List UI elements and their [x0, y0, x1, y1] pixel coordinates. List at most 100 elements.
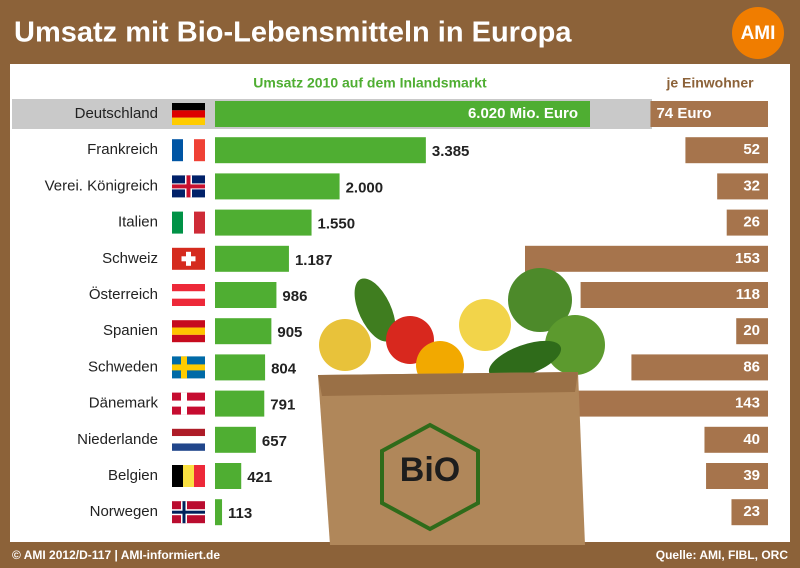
- flag: [172, 103, 205, 125]
- bar: [215, 426, 256, 453]
- value-label: 86: [743, 358, 760, 375]
- flag-part: [172, 428, 205, 437]
- flag: [172, 175, 205, 198]
- flag-part: [172, 184, 205, 189]
- value-label: 804: [271, 360, 297, 377]
- flag-part: [172, 364, 205, 371]
- flag-part: [172, 510, 205, 514]
- value-label: 905: [277, 324, 302, 341]
- category-label: Frankreich: [87, 141, 158, 158]
- logo: AMI: [741, 23, 776, 44]
- flag-part: [183, 465, 194, 487]
- bar: [215, 390, 265, 417]
- bar: [726, 209, 768, 236]
- bag: [318, 372, 585, 545]
- banana: [319, 319, 371, 371]
- value-label: 986: [282, 288, 307, 305]
- bar: [704, 426, 768, 453]
- flag: [172, 320, 205, 343]
- flag-part: [172, 117, 205, 125]
- value-label: 421: [247, 469, 272, 486]
- flag-part: [183, 139, 194, 162]
- value-label: 113: [228, 505, 252, 522]
- bar: [215, 499, 223, 526]
- category-label: Österreich: [89, 285, 158, 303]
- bar: [731, 499, 768, 526]
- bar: [215, 101, 590, 127]
- bio-seal: [380, 422, 480, 532]
- flag-part: [172, 211, 183, 234]
- flag-part: [172, 298, 205, 306]
- value-label: 40: [743, 431, 760, 448]
- bar: [215, 173, 340, 200]
- value-label: 6.020 Mio. Euro: [468, 105, 578, 122]
- category-label: Verei. Königreich: [45, 177, 158, 194]
- flag: [172, 465, 205, 487]
- value-label: 39: [743, 467, 760, 484]
- bar: [215, 245, 289, 272]
- series-header: je Einwohner: [665, 75, 754, 91]
- category-label: Italien: [118, 214, 158, 231]
- flag-part: [172, 465, 183, 487]
- lemon: [459, 299, 511, 351]
- flag: [172, 428, 205, 451]
- flag: [172, 247, 205, 270]
- flag: [172, 501, 205, 524]
- flag-part: [181, 256, 196, 262]
- bar: [631, 354, 768, 381]
- logo-badge: [732, 7, 784, 59]
- flag: [172, 139, 205, 162]
- bar: [736, 318, 768, 345]
- footer-right: Quelle: AMI, FIBL, ORC: [656, 548, 789, 562]
- footer-left: © AMI 2012/D-117 | AMI-informiert.de: [12, 548, 220, 562]
- value-label: 32: [743, 177, 760, 194]
- value-label: 20: [743, 322, 760, 339]
- category-label: Deutschland: [75, 105, 158, 122]
- flag-part: [194, 211, 205, 234]
- flag-part: [172, 103, 205, 111]
- flag-part: [194, 465, 205, 487]
- value-label: 1.550: [318, 216, 356, 233]
- category-label: Niederlande: [77, 431, 158, 448]
- bar: [215, 137, 426, 164]
- value-label: 2.000: [346, 179, 384, 196]
- flag-part: [183, 211, 194, 234]
- bar: [717, 173, 768, 200]
- value-label: 52: [743, 141, 760, 158]
- flag: [172, 392, 205, 415]
- flag-part: [172, 110, 205, 118]
- bar: [685, 137, 768, 164]
- bar: [525, 245, 768, 272]
- value-label: 23: [743, 503, 760, 520]
- flag-part: [172, 327, 205, 335]
- value-label: 3.385: [432, 143, 470, 160]
- value-label: 74 Euro: [656, 105, 711, 122]
- flag-part: [172, 284, 205, 292]
- value-label: 118: [736, 286, 760, 303]
- bag-rim: [318, 372, 578, 396]
- flag: [172, 356, 205, 379]
- flag-part: [172, 436, 205, 444]
- cucumber: [488, 340, 562, 380]
- category-label: Belgien: [108, 467, 158, 484]
- bar: [215, 209, 312, 236]
- flag-part: [172, 291, 205, 299]
- value-label: 791: [270, 397, 295, 414]
- bar: [215, 463, 242, 489]
- broccoli: [545, 315, 605, 375]
- flag-part: [194, 139, 205, 162]
- category-label: Schweiz: [102, 250, 158, 267]
- flag: [172, 284, 205, 306]
- bar: [706, 463, 768, 489]
- chart-title: Umsatz mit Bio-Lebensmitteln in Europa: [14, 17, 572, 49]
- bar: [215, 282, 277, 308]
- series-header: Umsatz 2010 auf dem Inlandsmarkt: [253, 75, 487, 91]
- bar: [215, 318, 272, 345]
- flag-part: [172, 443, 205, 451]
- bio-label: BiO: [400, 451, 460, 489]
- bag-illustration: BiO: [318, 268, 605, 545]
- value-label: 153: [735, 250, 760, 267]
- category-label: Norwegen: [90, 503, 158, 520]
- value-label: 657: [262, 433, 287, 450]
